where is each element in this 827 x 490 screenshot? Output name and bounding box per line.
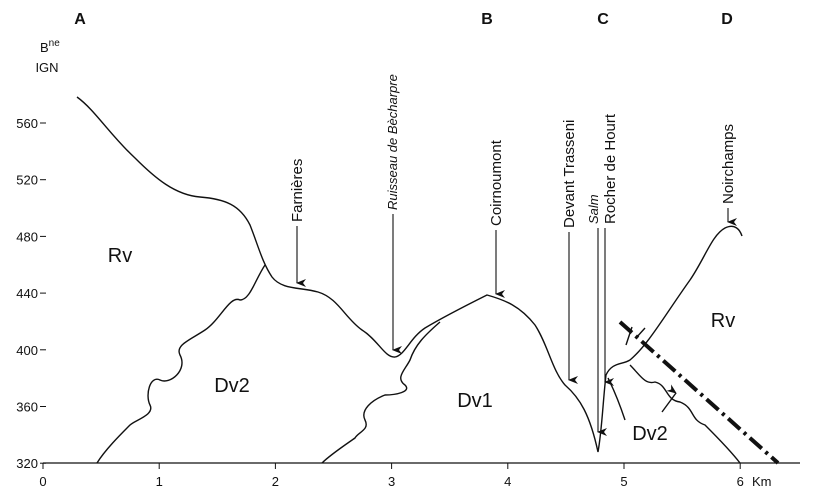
- boundary: [96, 264, 266, 464]
- place-label: Noirchamps: [720, 124, 737, 204]
- y-tick-label: 360: [16, 400, 38, 415]
- y-tick-label: 560: [16, 116, 38, 131]
- y-tick-label: 320: [16, 456, 38, 471]
- x-tick-label: 5: [620, 474, 627, 489]
- place-label: Farnières: [289, 159, 306, 222]
- unit-label: Dv2: [214, 375, 250, 397]
- place-label: Salm: [586, 194, 601, 224]
- section-letter: D: [721, 11, 733, 28]
- section-letter: C: [597, 11, 609, 28]
- y-tick-label: 520: [16, 173, 38, 188]
- profile: [76, 96, 743, 453]
- place-label: Coirnoumont: [488, 139, 505, 226]
- unit-label: Dv1: [457, 390, 493, 412]
- x-tick-label: 0: [39, 474, 46, 489]
- x-unit: Km: [752, 474, 772, 489]
- y-tick-label: 480: [16, 229, 38, 244]
- y-label: Bne: [40, 38, 60, 55]
- unit-label: Rv: [711, 310, 735, 332]
- place-label: Devant Trasseni: [561, 120, 578, 228]
- y-tick-label: 440: [16, 286, 38, 301]
- section-letter: B: [481, 11, 493, 28]
- x-tick-label: 6: [737, 474, 744, 489]
- boundary: [321, 321, 441, 464]
- place-label: Ruisseau de Bècharpre: [385, 74, 400, 210]
- x-tick-label: 4: [504, 474, 511, 489]
- x-tick-label: 2: [272, 474, 279, 489]
- x-tick-label: 3: [388, 474, 395, 489]
- place-arrows: [296, 208, 737, 436]
- unit-label: Rv: [108, 245, 132, 267]
- boundary: [607, 377, 626, 421]
- section-letter: A: [74, 11, 86, 28]
- x-axis: 0 1 2 3 4 5 6: [39, 463, 744, 489]
- fault-arrow: [625, 326, 676, 413]
- thrust-fault: [618, 320, 780, 465]
- y-label: IGN: [35, 60, 58, 75]
- y-axis: 560 520 480 440 400 360 320: [16, 116, 46, 471]
- y-tick-label: 400: [16, 343, 38, 358]
- unit-label: Dv2: [632, 423, 668, 445]
- x-tick-label: 1: [156, 474, 163, 489]
- place-label: Rocher de Hourt: [602, 113, 619, 224]
